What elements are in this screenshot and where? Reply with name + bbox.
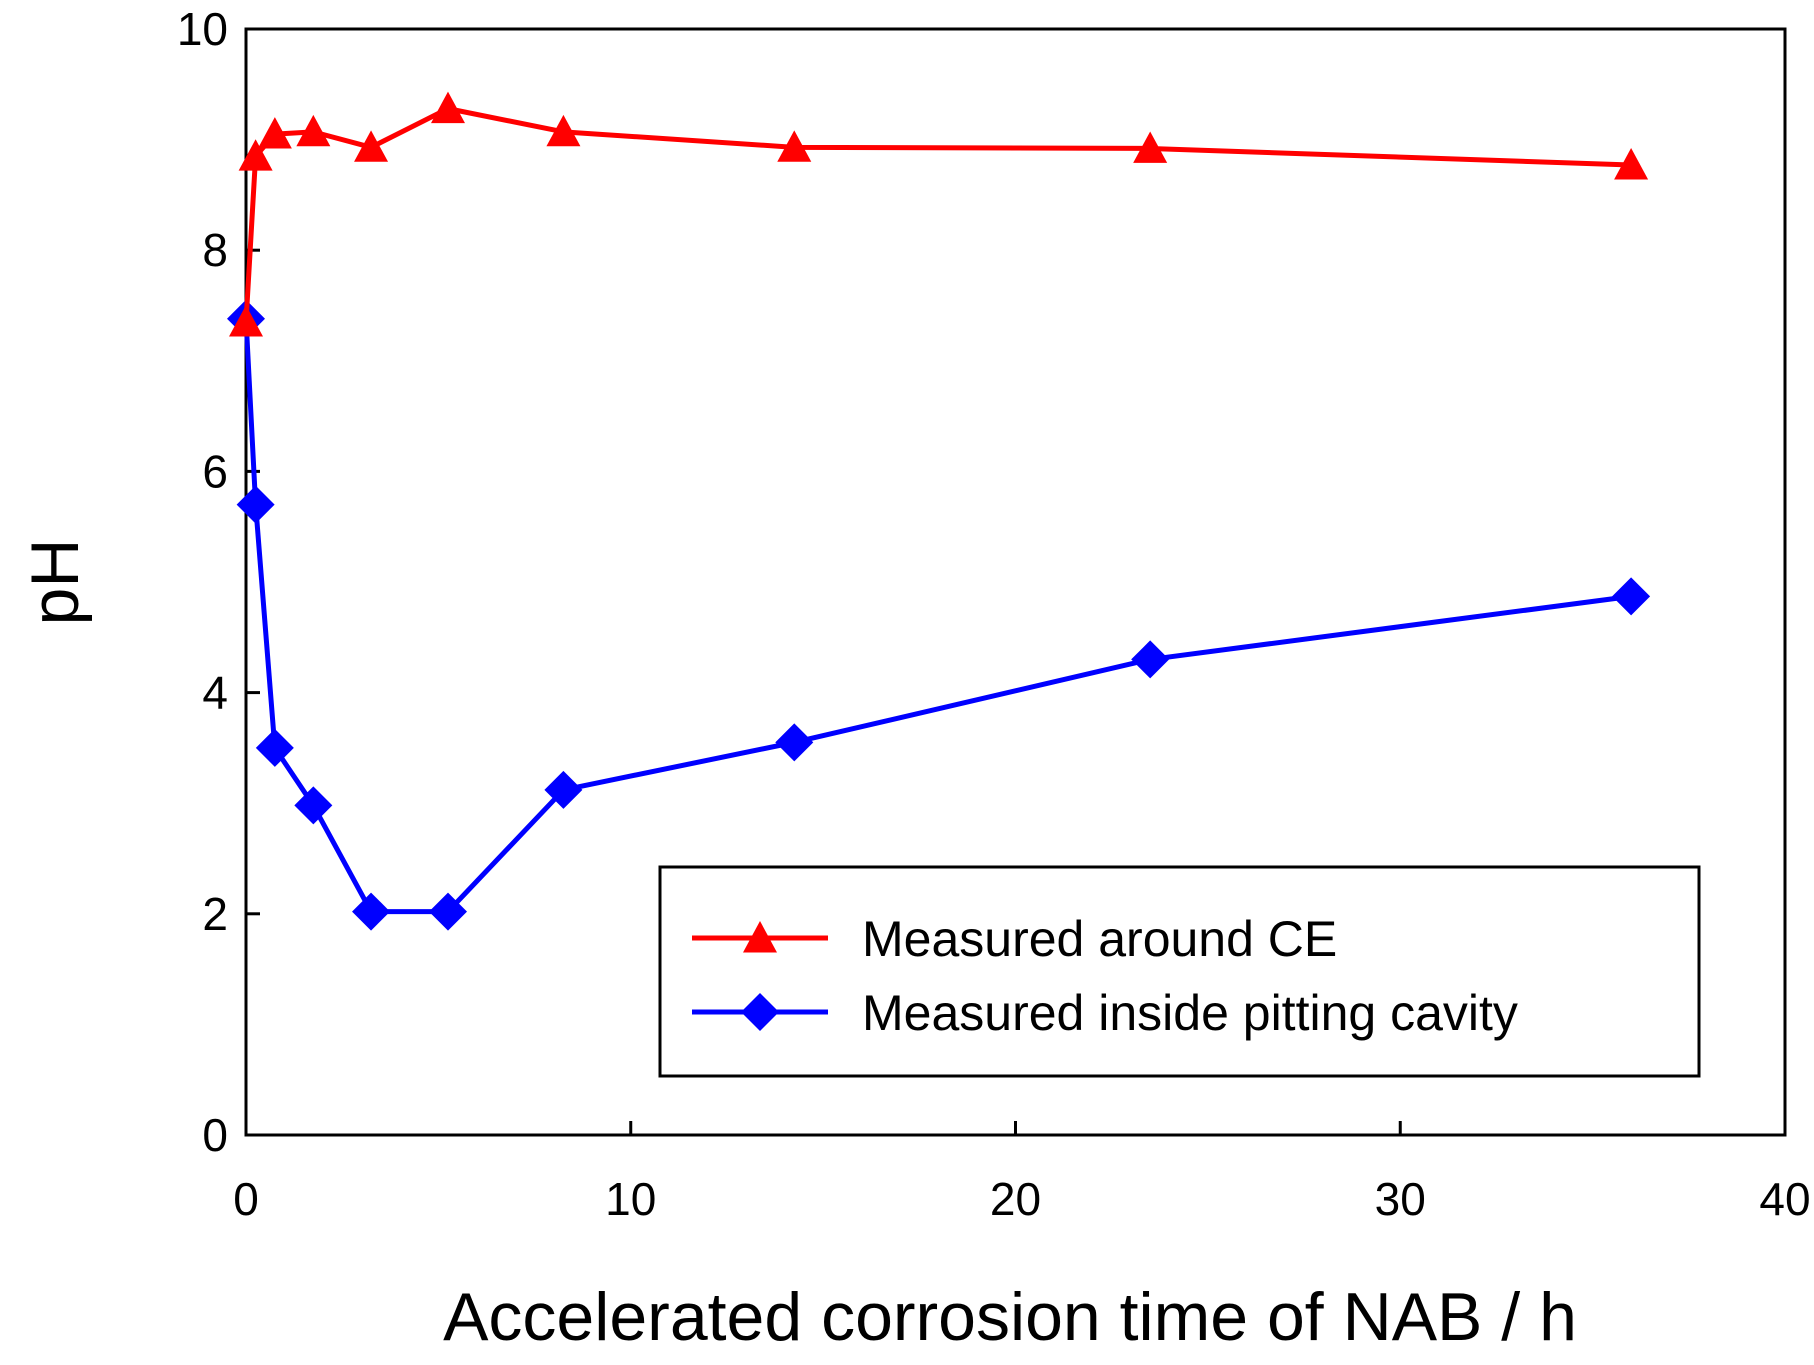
data-point [255, 728, 294, 767]
series-2 [227, 299, 1651, 931]
data-point [546, 114, 581, 147]
x-tick-label: 40 [1759, 1173, 1810, 1225]
legend-box [658, 865, 1701, 1078]
y-tick-label: 10 [177, 3, 228, 55]
legend-items: Measured around CE Measured inside pittin… [692, 911, 1518, 1041]
data-point [238, 139, 273, 171]
data-point [1131, 640, 1170, 679]
series-line [243, 106, 1632, 323]
data-point [296, 114, 331, 147]
x-tick-label: 30 [1375, 1173, 1426, 1225]
series-layer [227, 91, 1651, 931]
series-1 [229, 91, 1649, 337]
legend-item: Measured around CE [692, 911, 1337, 967]
y-tick-label: 2 [202, 888, 228, 940]
y-tick-label: 0 [202, 1109, 228, 1161]
legend-item: Measured inside pitting cavity [692, 985, 1518, 1041]
x-axis-ticks: 0 10 20 30 40 [233, 1121, 1811, 1225]
legend-marker [741, 993, 779, 1031]
legend-label: Measured around CE [862, 911, 1337, 967]
data-point [775, 723, 814, 762]
x-tick-label: 20 [990, 1173, 1041, 1225]
data-point [428, 892, 467, 931]
data-point [229, 305, 263, 337]
x-tick-label: 10 [605, 1173, 656, 1225]
data-point [236, 485, 275, 524]
data-point [1612, 577, 1651, 616]
data-point [430, 91, 465, 124]
series-line [243, 318, 1632, 915]
y-tick-label: 4 [202, 667, 228, 719]
data-point [1133, 131, 1168, 163]
x-axis-title: Accelerated corrosion time of NAB / h [443, 1279, 1577, 1355]
data-point [1614, 148, 1649, 180]
y-axis-title: pH [17, 539, 93, 626]
y-tick-label: 6 [202, 445, 228, 497]
data-point [777, 130, 812, 162]
data-point [544, 770, 583, 809]
legend: Measured around CE Measured inside pittin… [658, 865, 1701, 1078]
y-tick-label: 8 [202, 224, 228, 276]
data-point [354, 130, 389, 162]
y-axis-ticks: 0 2 4 6 8 10 [177, 3, 260, 1161]
legend-marker [743, 921, 777, 953]
data-point [352, 892, 391, 931]
data-point [257, 117, 292, 149]
data-point [294, 786, 333, 825]
legend-label: Measured inside pitting cavity [862, 985, 1518, 1041]
x-tick-label: 0 [233, 1173, 259, 1225]
